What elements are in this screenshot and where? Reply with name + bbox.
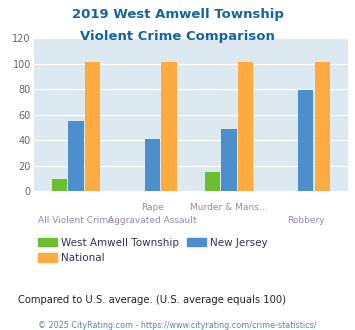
Bar <box>205 172 220 191</box>
Bar <box>85 62 100 191</box>
Legend: West Amwell Township, National, New Jersey: West Amwell Township, National, New Jers… <box>34 234 272 267</box>
Text: Compared to U.S. average. (U.S. average equals 100): Compared to U.S. average. (U.S. average … <box>18 295 286 305</box>
Bar <box>145 139 160 191</box>
Bar <box>298 90 313 191</box>
Text: 2019 West Amwell Township: 2019 West Amwell Township <box>72 8 283 21</box>
Bar <box>161 62 177 191</box>
Text: Rape: Rape <box>141 203 164 212</box>
Text: Violent Crime Comparison: Violent Crime Comparison <box>80 30 275 43</box>
Text: Robbery: Robbery <box>287 216 324 225</box>
Text: All Violent Crime: All Violent Crime <box>38 216 114 225</box>
Bar <box>52 179 67 191</box>
Bar <box>315 62 330 191</box>
Bar <box>222 129 237 191</box>
Text: © 2025 CityRating.com - https://www.cityrating.com/crime-statistics/: © 2025 CityRating.com - https://www.city… <box>38 321 317 330</box>
Text: Aggravated Assault: Aggravated Assault <box>108 216 197 225</box>
Bar <box>68 121 83 191</box>
Bar <box>238 62 253 191</box>
Text: Murder & Mans...: Murder & Mans... <box>190 203 268 212</box>
